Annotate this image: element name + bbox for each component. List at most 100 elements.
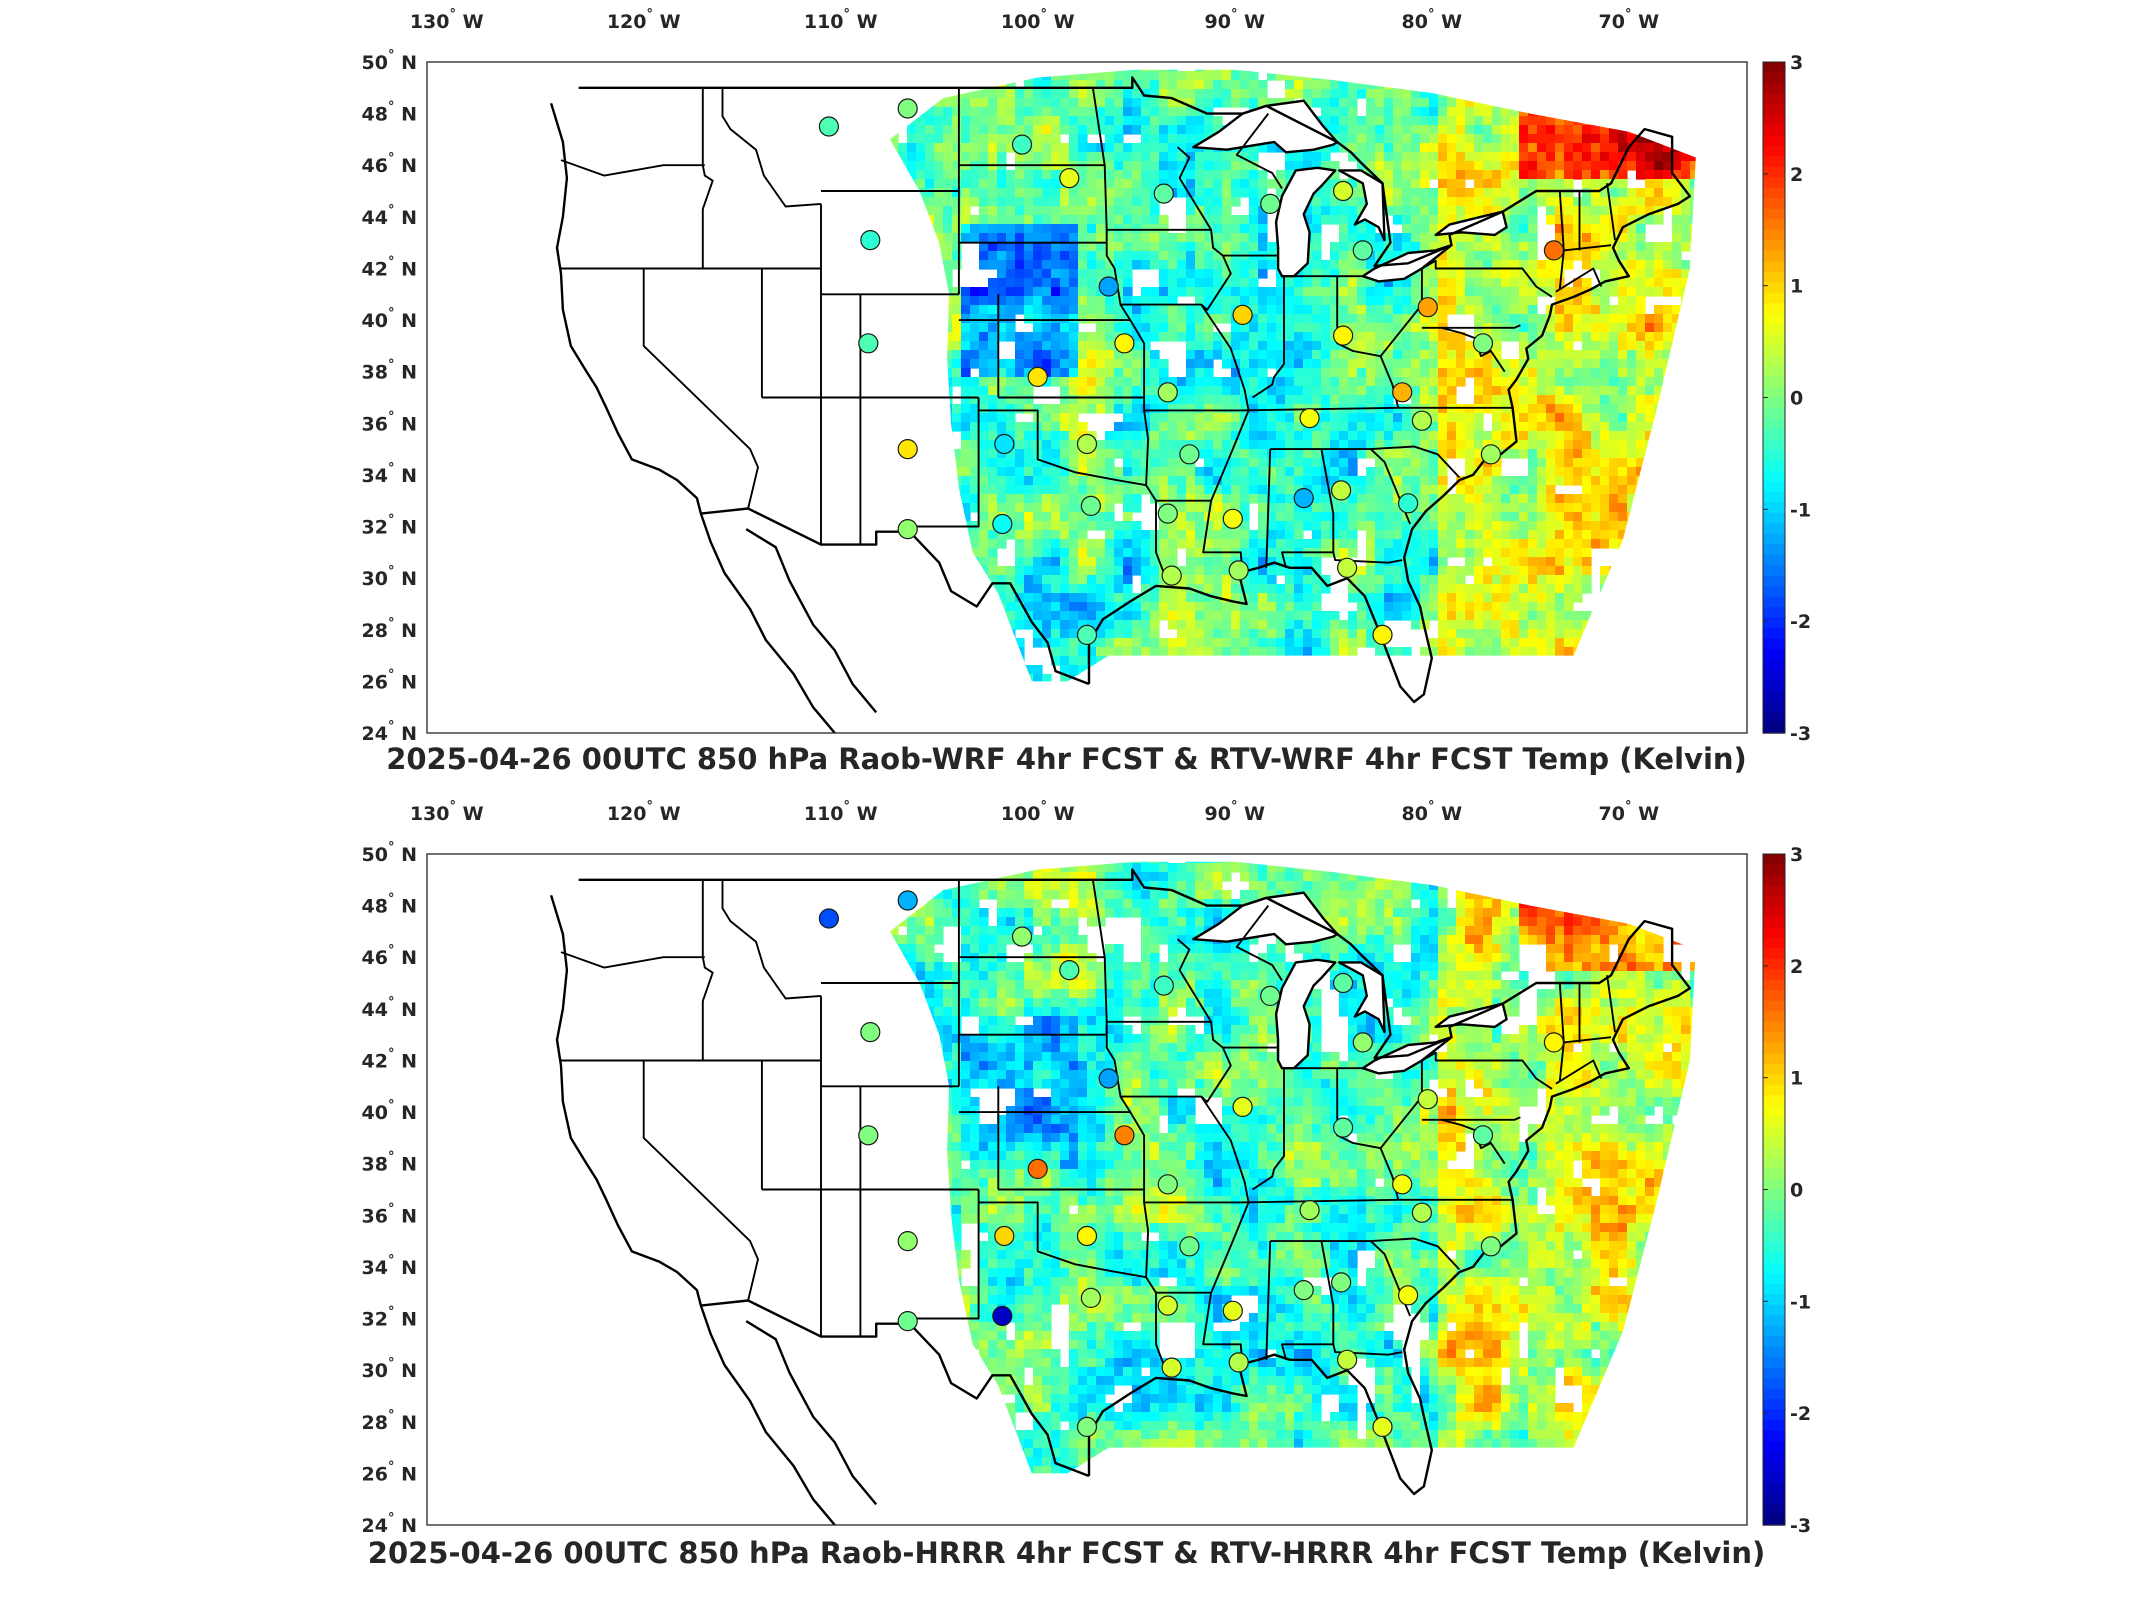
- raob-station-marker: [1080, 495, 1102, 516]
- lon-tick-label: 90° W: [1204, 7, 1265, 33]
- raob-station-marker: [1472, 1125, 1494, 1146]
- colorbar-segment: [1763, 670, 1785, 682]
- raob-station-marker: [1027, 366, 1048, 387]
- colorbar-segment: [1763, 313, 1785, 325]
- colorbar-segment: [1763, 1210, 1785, 1222]
- degree-symbol: °: [388, 306, 395, 321]
- state-border: [1606, 975, 1616, 1033]
- colorbar-segment: [1763, 565, 1785, 577]
- degree-symbol: °: [388, 513, 395, 528]
- colorbar-segment: [1763, 1199, 1785, 1212]
- colorbar-segment: [1763, 250, 1785, 262]
- colorbar-segment: [1763, 470, 1785, 483]
- state-border: [1240, 1198, 1513, 1204]
- tick-direction: N: [394, 896, 417, 918]
- tick-number: 48: [362, 104, 388, 126]
- tick-direction: N: [394, 362, 417, 384]
- great-lake: [1338, 961, 1386, 1034]
- colorbar-segment: [1763, 1105, 1785, 1117]
- tick-direction: N: [394, 671, 417, 693]
- colorbar-segment: [1763, 166, 1785, 179]
- colorbar-tick-label: 0: [1790, 1180, 1803, 1202]
- map-panel-hrrr: 130° W 120° W 110° W 100° W 90° W 80° W 70° W5…: [362, 799, 1812, 1537]
- map-layer: [549, 69, 1696, 733]
- degree-symbol: °: [1428, 799, 1435, 814]
- colorbar-tick-label: 1: [1790, 276, 1803, 298]
- state-border: [907, 397, 980, 528]
- degree-symbol: °: [388, 1408, 395, 1423]
- colorbar-tick-label: 3: [1790, 52, 1803, 74]
- colorbar-tick-label: -1: [1790, 1291, 1811, 1313]
- raob-station-marker: [1543, 240, 1565, 261]
- degree-symbol: °: [388, 1459, 395, 1474]
- tick-direction: W: [456, 11, 484, 33]
- lat-tick-label: 46° N: [362, 943, 417, 969]
- raob-station-marker: [1332, 1117, 1354, 1138]
- raob-station-marker: [1330, 1272, 1352, 1293]
- colorbar-segment: [1763, 502, 1785, 514]
- colorbar: 3 2 1 0 -1 -2 -3: [1762, 844, 1811, 1537]
- state-border: [1176, 938, 1250, 1366]
- raob-station-marker: [1153, 975, 1174, 996]
- lat-tick-label: 34° N: [362, 1253, 417, 1279]
- tick-direction: W: [1631, 803, 1659, 825]
- degree-symbol: °: [1428, 7, 1435, 22]
- colorbar-segment: [1763, 617, 1785, 629]
- colorbar-tick-label: 2: [1790, 956, 1803, 978]
- colorbar-segment: [1763, 1367, 1785, 1379]
- raob-station-marker: [1222, 1300, 1243, 1321]
- tick-number: 100: [1001, 803, 1041, 825]
- lat-tick-label: 46° N: [362, 151, 417, 177]
- lon-tick-label: 90° W: [1204, 799, 1265, 825]
- raob-station-marker: [1114, 333, 1135, 354]
- tick-number: 44: [362, 207, 388, 229]
- lat-tick-label: 28° N: [362, 616, 417, 642]
- colorbar-segment: [1763, 1011, 1785, 1023]
- tick-number: 40: [362, 310, 388, 332]
- degree-symbol: °: [388, 892, 395, 907]
- degree-symbol: °: [1041, 799, 1048, 814]
- raob-station-marker: [858, 1125, 879, 1146]
- raob-station-marker: [860, 230, 881, 251]
- raob-station-marker: [897, 890, 918, 911]
- colorbar-segment: [1763, 596, 1785, 608]
- retrieval-field: [890, 861, 1696, 1474]
- raob-station-marker: [818, 908, 840, 929]
- tick-number: 100: [1001, 11, 1041, 33]
- lat-tick-label: 36° N: [362, 1201, 417, 1227]
- colorbar-segment: [1763, 481, 1785, 493]
- tick-number: 130: [410, 11, 450, 33]
- lat-tick-labels: 50° N48° N46° N44° N42° N40° N38° N36° N…: [362, 48, 417, 745]
- tick-direction: W: [653, 11, 681, 33]
- tick-direction: N: [394, 1257, 417, 1279]
- colorbar-segment: [1763, 124, 1785, 137]
- colorbar-segment: [1763, 1378, 1785, 1390]
- raob-station-marker: [1076, 1416, 1098, 1438]
- colorbar-segment: [1763, 114, 1785, 126]
- tick-number: 28: [362, 620, 388, 642]
- colorbar-segment: [1763, 219, 1785, 231]
- state-border: [1270, 445, 1461, 479]
- degree-symbol: °: [388, 1356, 395, 1371]
- colorbar-segment: [1763, 1325, 1785, 1337]
- tick-number: 38: [362, 1154, 388, 1176]
- tick-number: 32: [362, 1309, 388, 1331]
- raob-station-marker: [897, 98, 918, 119]
- colorbar-tick-label: 0: [1790, 388, 1803, 410]
- colorbar-segment: [1763, 72, 1785, 84]
- degree-symbol: °: [1231, 7, 1238, 22]
- state-border: [1563, 1036, 1612, 1044]
- colorbar-segment: [1763, 1409, 1785, 1421]
- lat-tick-label: 30° N: [362, 564, 417, 590]
- tick-direction: N: [394, 1154, 417, 1176]
- axes-frame: [426, 61, 1748, 734]
- colorbar-tick-label: 1: [1790, 1068, 1803, 1090]
- raob-station-marker: [1161, 565, 1182, 586]
- colorbar-segment: [1763, 187, 1785, 199]
- raob-station-marker: [1059, 168, 1080, 189]
- degree-symbol: °: [388, 1098, 395, 1113]
- degree-symbol: °: [1231, 799, 1238, 814]
- degree-symbol: °: [844, 799, 851, 814]
